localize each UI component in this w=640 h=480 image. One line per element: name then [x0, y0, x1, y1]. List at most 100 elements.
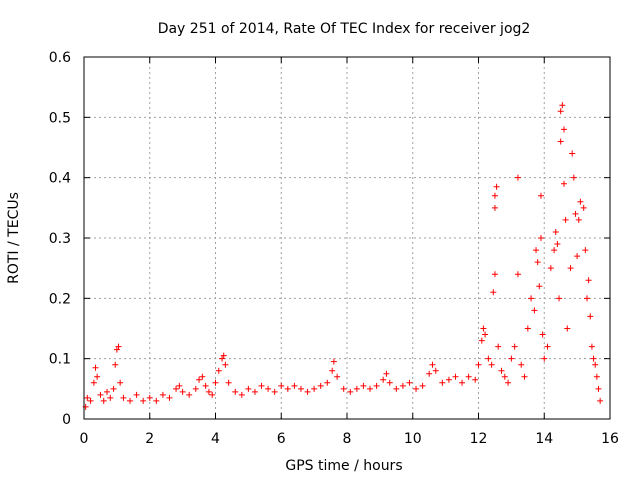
data-point: [186, 391, 193, 398]
data-point: [340, 385, 347, 392]
x-tick-label: 2: [145, 431, 154, 447]
data-point: [505, 379, 512, 386]
data-point: [166, 394, 173, 401]
data-point: [491, 192, 498, 199]
data-point: [475, 361, 482, 368]
data-point: [514, 271, 521, 278]
data-point: [514, 174, 521, 181]
data-point: [380, 376, 387, 383]
data-point: [585, 277, 592, 284]
data-point: [419, 382, 426, 389]
data-point: [140, 397, 147, 404]
data-point: [179, 388, 186, 395]
y-tick-labels: 0 0.1 0.2 0.3 0.4 0.5 0.6: [49, 50, 71, 428]
data-point: [176, 382, 183, 389]
data-point: [426, 370, 433, 377]
data-point: [115, 343, 122, 350]
data-point: [587, 313, 594, 320]
data-point: [493, 183, 500, 190]
data-point: [567, 265, 574, 272]
data-point: [588, 343, 595, 350]
data-point: [92, 364, 99, 371]
data-point: [251, 388, 258, 395]
data-point: [495, 343, 502, 350]
data-point: [564, 325, 571, 332]
x-tick-label: 14: [535, 431, 553, 447]
data-point: [100, 397, 107, 404]
data-point: [552, 228, 559, 235]
y-tick-label: 0.3: [49, 231, 71, 247]
data-point: [429, 361, 436, 368]
data-point: [583, 295, 590, 302]
data-point: [597, 397, 604, 404]
data-point: [544, 343, 551, 350]
y-axis-label: ROTI / TECUs: [6, 192, 22, 284]
x-tick-label: 4: [211, 431, 220, 447]
data-point: [537, 192, 544, 199]
data-point: [271, 388, 278, 395]
data-point: [159, 391, 166, 398]
data-point: [399, 382, 406, 389]
chart-title: Day 251 of 2014, Rate Of TEC Index for r…: [158, 21, 531, 37]
x-tick-label: 0: [80, 431, 89, 447]
data-point: [531, 307, 538, 314]
data-point: [491, 204, 498, 211]
data-point: [547, 265, 554, 272]
data-point: [110, 385, 117, 392]
data-point: [347, 388, 354, 395]
data-point: [120, 394, 127, 401]
scatter-points: [82, 102, 604, 410]
data-point: [537, 235, 544, 241]
x-tick-label: 6: [277, 431, 286, 447]
data-point: [574, 253, 581, 260]
data-point: [557, 138, 564, 145]
data-point: [556, 295, 563, 302]
data-point: [334, 373, 341, 380]
data-point: [317, 382, 324, 389]
data-point: [104, 388, 111, 395]
data-point: [297, 385, 304, 392]
data-point: [490, 289, 497, 296]
data-point: [367, 385, 374, 392]
data-point: [386, 379, 393, 386]
data-point: [413, 385, 420, 392]
data-point: [524, 325, 531, 332]
data-point: [593, 373, 600, 380]
data-point: [406, 379, 413, 386]
data-point: [113, 346, 120, 353]
data-point: [107, 394, 114, 401]
data-point: [196, 376, 203, 383]
data-point: [330, 358, 337, 365]
x-tick-label: 12: [470, 431, 488, 447]
data-point: [133, 391, 140, 398]
data-point: [291, 382, 298, 389]
data-point: [485, 355, 492, 362]
data-point: [582, 247, 589, 254]
data-point: [534, 259, 541, 266]
data-point: [94, 373, 101, 380]
x-tick-labels: 0 2 4 6 8 10 12 14 16: [80, 431, 619, 447]
data-point: [393, 385, 400, 392]
data-point: [551, 247, 558, 254]
data-point: [482, 331, 489, 338]
data-point: [284, 385, 291, 392]
data-point: [360, 382, 367, 389]
data-point: [439, 379, 446, 386]
data-point: [518, 361, 525, 368]
grid-lines: [84, 57, 610, 419]
y-tick-label: 0.1: [49, 352, 71, 368]
data-point: [501, 373, 508, 380]
data-point: [278, 382, 285, 389]
data-point: [511, 343, 518, 350]
data-point: [432, 367, 439, 374]
data-point: [488, 361, 495, 368]
data-point: [472, 376, 479, 383]
data-point: [90, 379, 97, 386]
data-point: [478, 337, 485, 344]
data-point: [575, 216, 582, 223]
data-point: [480, 325, 487, 332]
data-point: [536, 283, 543, 290]
data-point: [258, 382, 265, 389]
data-point: [459, 379, 466, 386]
axis-ticks: [83, 56, 611, 420]
